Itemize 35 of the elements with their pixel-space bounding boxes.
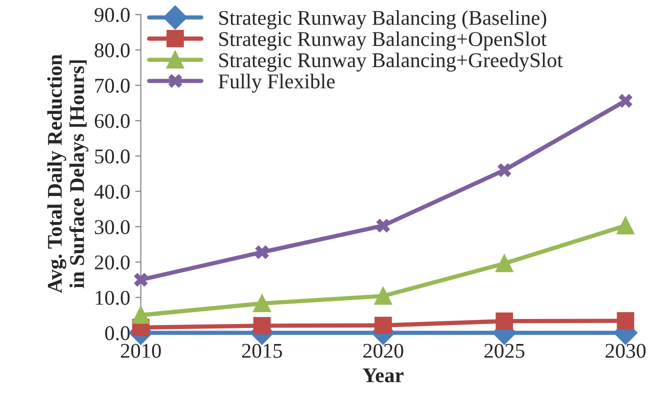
point xyxy=(497,163,512,178)
y-tick-label: 70.0 xyxy=(95,78,130,93)
point xyxy=(374,316,392,334)
legend-label: Strategic Runway Balancing+GreedySlot xyxy=(219,52,563,72)
y-tick-label: 30.0 xyxy=(94,220,130,234)
point xyxy=(253,317,271,334)
y-tick-label: 40.0 xyxy=(94,184,130,199)
point xyxy=(618,94,632,108)
y-axis-title: Avg. Total Daily Reduction in Surface Delays [Hours] xyxy=(47,54,88,294)
x-tick-label: 2015 xyxy=(242,344,282,358)
point xyxy=(374,287,392,305)
y-tick-label: 20.0 xyxy=(94,255,130,270)
point xyxy=(134,272,148,287)
y-tick-label: 0.0 xyxy=(105,326,130,340)
y-tick-label: 50.0 xyxy=(95,149,130,164)
point xyxy=(255,245,269,260)
legend-label: Strategic Runway Balancing+OpenSlot xyxy=(219,31,547,50)
x-axis-title: Year xyxy=(362,368,404,382)
x-tick-label: 2020 xyxy=(363,344,404,358)
y-tick-label: 10.0 xyxy=(96,290,130,305)
point xyxy=(376,218,390,233)
point xyxy=(616,216,634,234)
x-tick-label: 2025 xyxy=(484,344,524,358)
point xyxy=(253,294,271,312)
point xyxy=(496,312,514,330)
legend-label: Fully Flexible xyxy=(218,74,335,93)
point xyxy=(616,312,634,330)
y-tick-label: 90.0 xyxy=(94,8,130,22)
point xyxy=(132,306,150,324)
y-tick-label: 80.0 xyxy=(94,43,130,58)
x-tick-label: 2010 xyxy=(120,344,161,358)
y-tick-label: 60.0 xyxy=(94,114,130,128)
x-tick-label: 2030 xyxy=(606,344,646,358)
point xyxy=(496,254,514,272)
legend-label: Strategic Runway Balancing (Baseline) xyxy=(219,10,546,30)
